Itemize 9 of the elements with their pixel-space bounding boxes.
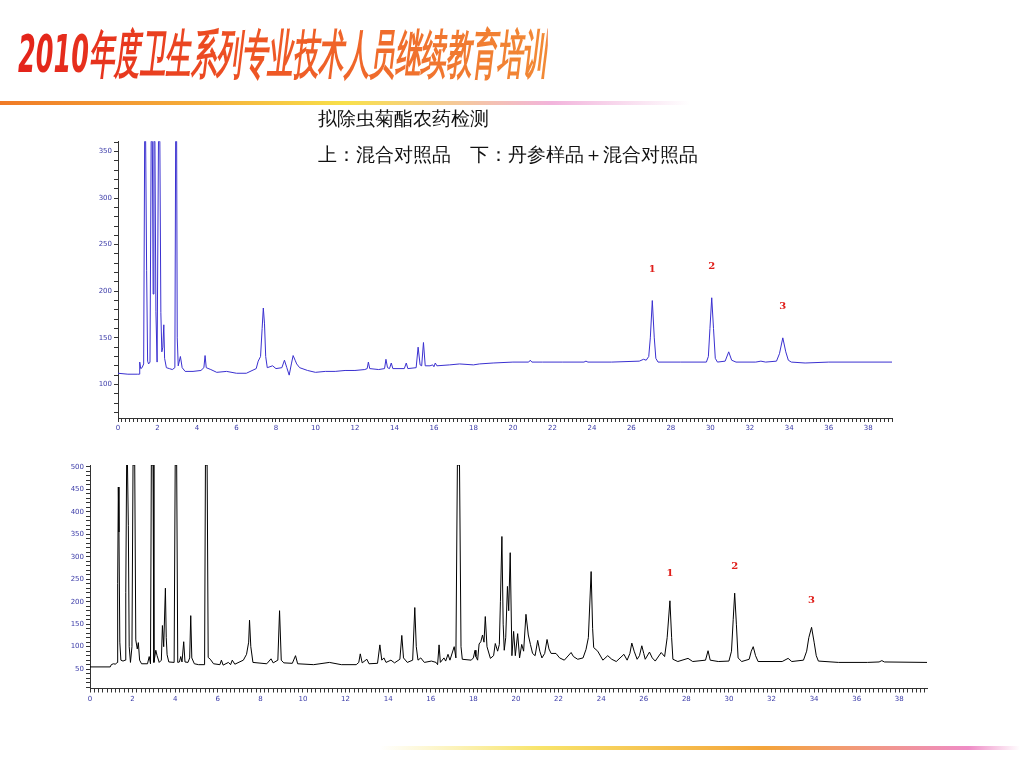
annotation: 1 bbox=[666, 567, 674, 579]
chart-title: 2010年度卫生系列专业技术人员继续教育培训 bbox=[18, 24, 548, 84]
annotation: 2 bbox=[731, 559, 739, 571]
annotation: 2 bbox=[708, 260, 716, 272]
annotation: 1 bbox=[648, 263, 656, 275]
chart-subtitle: 拟除虫菊酯农药检测 bbox=[318, 107, 489, 130]
annotation: 3 bbox=[779, 300, 787, 312]
annotation: 3 bbox=[808, 593, 816, 605]
annotation: 上：混合对照品 下：丹参样品＋混合对照品 bbox=[318, 143, 698, 166]
